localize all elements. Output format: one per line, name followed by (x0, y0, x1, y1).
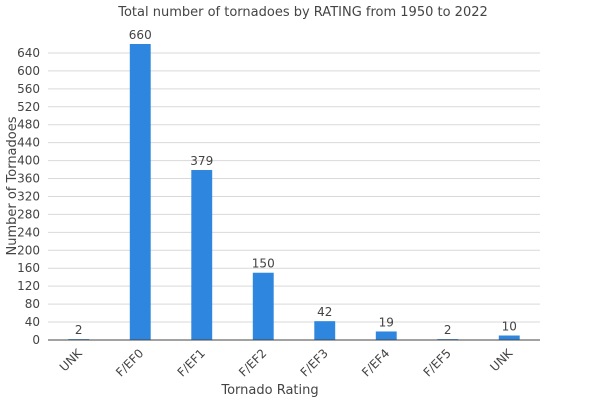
x-tick-label: F/EF3 (298, 346, 331, 379)
x-tick-label: F/EF2 (236, 346, 269, 379)
y-axis-title: Number of Tornadoes (5, 116, 20, 255)
y-tick-label: 0 (32, 333, 40, 347)
y-tick-label: 640 (17, 46, 40, 60)
y-tick-label: 160 (17, 261, 40, 275)
x-tick-label: F/EF4 (359, 346, 392, 379)
y-tick-label: 560 (17, 82, 40, 96)
x-tick-label: F/EF1 (175, 346, 208, 379)
data-label: 660 (129, 28, 152, 42)
x-axis-ticks: UNK F/EF0 F/EF1 F/EF2 F/EF3 F/EF4 F/EF5 UNK (57, 345, 516, 379)
y-tick-label: 360 (17, 172, 40, 186)
y-tick-label: 40 (25, 315, 40, 329)
bar (191, 170, 213, 340)
bars (68, 44, 520, 340)
y-tick-label: 520 (17, 100, 40, 114)
grid-lines (48, 52, 540, 323)
data-label: 2 (444, 323, 452, 337)
y-tick-label: 400 (17, 154, 40, 168)
data-label: 2 (75, 323, 83, 337)
x-tick-label: UNK (57, 345, 86, 374)
bar (252, 272, 274, 340)
data-label: 150 (252, 257, 275, 271)
x-tick-label: F/EF0 (113, 346, 146, 379)
x-axis-title: Tornado Rating (220, 383, 318, 398)
y-tick-label: 600 (17, 64, 40, 78)
y-tick-label: 200 (17, 243, 40, 257)
data-label: 42 (317, 305, 332, 319)
bar (314, 321, 336, 340)
data-label: 10 (502, 320, 517, 334)
y-tick-label: 440 (17, 136, 40, 150)
y-tick-label: 80 (25, 297, 40, 311)
y-tick-label: 480 (17, 118, 40, 132)
y-tick-label: 280 (17, 207, 40, 221)
y-tick-label: 240 (17, 225, 40, 239)
bar (129, 44, 151, 340)
y-tick-label: 120 (17, 279, 40, 293)
x-tick-label: UNK (487, 345, 516, 374)
bar (375, 331, 397, 340)
y-axis-ticks: 0 40 80 120 160 200 240 280 320 360 400 440 480 520 56… (17, 46, 40, 347)
chart-title: Total number of tornadoes by RATING from… (117, 5, 488, 20)
y-tick-label: 320 (17, 189, 40, 203)
x-tick-label: F/EF5 (421, 346, 454, 379)
data-label: 19 (379, 315, 394, 329)
data-label: 379 (190, 154, 213, 168)
data-labels: 2 660 379 150 42 19 2 10 (75, 28, 517, 337)
bar (498, 335, 520, 340)
